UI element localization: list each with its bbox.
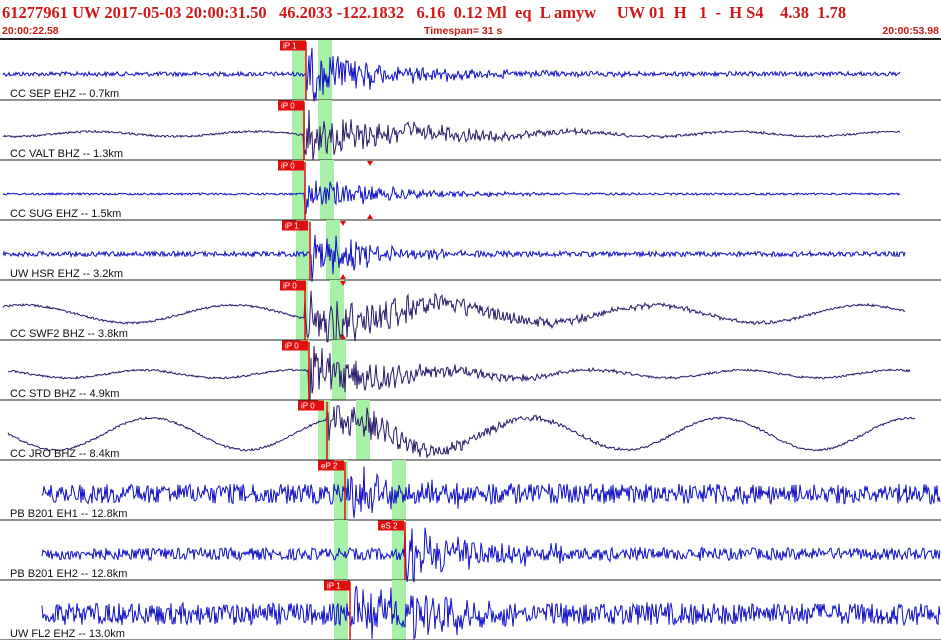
waveform [7, 405, 916, 458]
pick-window [292, 160, 305, 220]
event-header: 61277961 UW 2017-05-03 20:00:31.50 46.20… [0, 0, 941, 38]
start-time: 20:00:22.58 [2, 25, 59, 37]
s-marker-top-icon[interactable] [367, 161, 373, 166]
station-label: PB B201 EH2 -- 12.8km [10, 568, 127, 580]
trace-row[interactable]: iP 0 CC SWF2 BHZ -- 3.8km [0, 280, 941, 343]
trace-row[interactable]: iP 0 CC SUG EHZ -- 1.5km [0, 160, 941, 221]
waveform [41, 585, 941, 640]
trace-row[interactable]: iP 0 CC JRO BHZ -- 8.4km [0, 400, 941, 461]
station-label: PB B201 EH1 -- 12.8km [10, 508, 127, 520]
pick-label-box[interactable] [280, 280, 306, 291]
pick-label: iP 1 [285, 222, 299, 231]
trace-row[interactable]: iP 1 CC SEP EHZ -- 0.7km [0, 40, 941, 102]
pick-label: iP 1 [283, 42, 297, 51]
station-label: CC JRO BHZ -- 8.4km [10, 448, 119, 460]
pick-window [292, 100, 305, 160]
pick-window [326, 220, 340, 280]
waveform [2, 290, 906, 343]
pick-window [392, 580, 406, 640]
station-label: CC VALT BHZ -- 1.3km [10, 148, 123, 160]
station-label: UW FL2 EHZ -- 13.0km [10, 628, 125, 640]
pick-label: iP 0 [281, 102, 295, 111]
waveform [41, 527, 941, 583]
pick-window [296, 220, 310, 280]
pick-label-box[interactable] [278, 100, 304, 111]
waveform [2, 109, 901, 161]
trace-row[interactable]: iP 0 CC VALT BHZ -- 1.3km [0, 100, 941, 161]
pick-window [292, 40, 306, 100]
pick-label-box[interactable] [278, 160, 304, 171]
pick-label-box[interactable] [282, 220, 308, 231]
station-label: UW HSR EHZ -- 3.2km [10, 268, 123, 280]
pick-label: eP 2 [321, 462, 338, 471]
pick-label-box[interactable] [280, 40, 306, 51]
pick-label: eS 2 [381, 522, 398, 531]
pick-label: iP 0 [283, 282, 297, 291]
pick-label-box[interactable] [318, 460, 344, 471]
s-marker-top-icon[interactable] [340, 221, 346, 226]
event-summary: 61277961 UW 2017-05-03 20:00:31.50 46.20… [2, 3, 847, 22]
waveform [41, 466, 941, 519]
station-label: CC SEP EHZ -- 0.7km [10, 88, 119, 100]
s-marker-top-icon[interactable] [340, 281, 346, 286]
pick-label-box[interactable] [324, 580, 350, 591]
pick-label: iP 0 [301, 402, 315, 411]
trace-row[interactable]: iP 1 UW HSR EHZ -- 3.2km [0, 220, 941, 283]
trace-row[interactable]: eP 2 PB B201 EH1 -- 12.8km [0, 460, 941, 521]
pick-label-box[interactable] [282, 340, 308, 351]
waveform [2, 47, 901, 102]
end-time: 20:00:53.98 [882, 25, 939, 37]
pick-label-box[interactable] [378, 520, 404, 531]
trace-row[interactable]: iP 0 CC STD BHZ -- 4.9km [0, 340, 941, 402]
seismogram-panel[interactable]: iP 1 CC SEP EHZ -- 0.7km iP 0 CC VALT BHZ -… [0, 40, 941, 640]
station-label: CC STD BHZ -- 4.9km [10, 388, 119, 400]
station-label: CC SUG EHZ -- 1.5km [10, 208, 121, 220]
trace-row[interactable]: eS 2 PB B201 EH2 -- 12.8km [0, 520, 941, 583]
header-divider [0, 38, 941, 40]
pick-window [392, 520, 406, 580]
trace-row[interactable]: iP 1 UW FL2 EHZ -- 13.0km [0, 580, 941, 640]
station-label: CC SWF2 BHZ -- 3.8km [10, 328, 128, 340]
s-marker-bottom-icon[interactable] [367, 214, 373, 219]
s-marker-bottom-icon[interactable] [340, 334, 346, 339]
waveform [2, 234, 906, 283]
pick-label-box[interactable] [298, 400, 324, 411]
pick-label: iP 1 [327, 582, 341, 591]
s-marker-bottom-icon[interactable] [340, 274, 346, 279]
pick-label: iP 0 [285, 342, 299, 351]
pick-label: iP 0 [281, 162, 295, 171]
waveform [7, 345, 911, 402]
waveform [2, 180, 901, 215]
pick-window [334, 520, 348, 580]
timespan-label: Timespan= 31 s [424, 25, 503, 37]
